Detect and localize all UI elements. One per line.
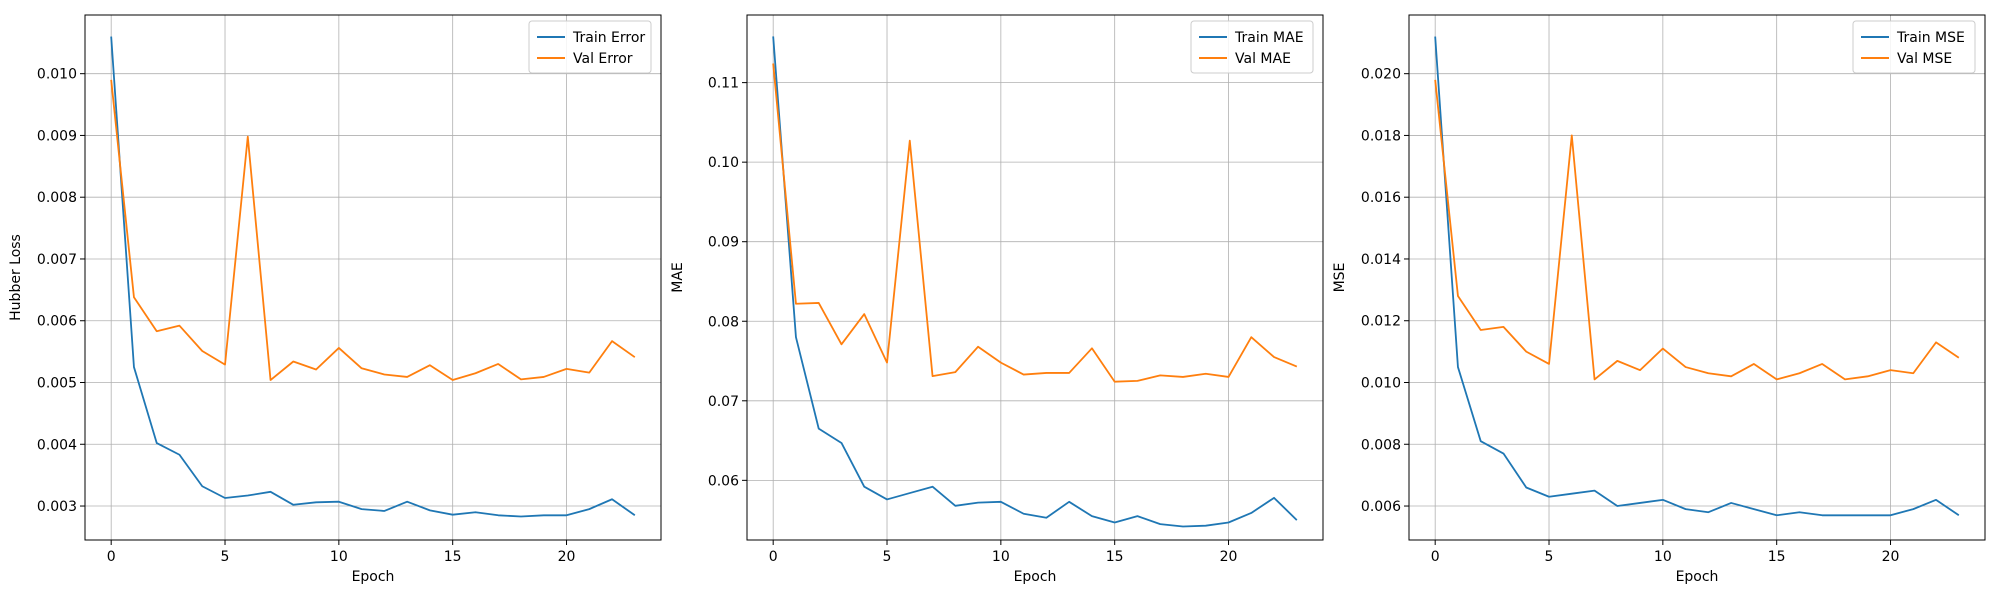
y-tick-label: 0.11 [708, 76, 739, 92]
x-tick-label: 5 [221, 549, 230, 565]
series-line-train-mae [772, 36, 1298, 528]
x-tick-label: 0 [107, 549, 116, 565]
y-tick-label: 0.008 [1361, 437, 1401, 453]
y-axis-label: Hubber Loss [8, 234, 24, 321]
legend-label: Train MSE [1896, 30, 1965, 46]
y-tick-label: 0.018 [1361, 128, 1401, 144]
y-tick-label: 0.003 [37, 499, 77, 515]
y-tick-label: 0.004 [37, 437, 77, 453]
x-tick-label: 10 [1654, 549, 1672, 565]
y-tick-label: 0.014 [1361, 252, 1401, 268]
legend: Train Error Val Error [528, 20, 652, 74]
x-tick-label: 20 [558, 549, 576, 565]
y-tick-label: 0.10 [708, 155, 739, 171]
y-tick-label: 0.08 [708, 314, 739, 330]
series-line-val-error [110, 79, 636, 381]
legend-label: Val Error [573, 51, 633, 67]
y-tick-label: 0.010 [1361, 376, 1401, 392]
legend: Train MSE Val MSE [1852, 20, 1976, 74]
x-tick-label: 0 [769, 549, 778, 565]
x-tick-label: 10 [992, 549, 1010, 565]
y-tick-label: 0.007 [37, 252, 77, 268]
series-line-val-mae [772, 63, 1298, 383]
y-tick-label: 0.009 [37, 128, 77, 144]
x-tick-label: 20 [1220, 549, 1238, 565]
chart-panel-0: 0 5 10 15 20 0.003 0.004 0.005 0.006 0.007 0.008 0.… [8, 14, 662, 585]
y-tick-label: 0.006 [1361, 499, 1401, 515]
plot-frame [84, 14, 662, 541]
y-tick-label: 0.07 [708, 394, 739, 410]
x-tick-label: 0 [1431, 549, 1440, 565]
series-line-train-error [110, 36, 636, 518]
legend: Train MAE Val MAE [1190, 20, 1314, 74]
x-tick-label: 5 [883, 549, 892, 565]
y-tick-label: 0.09 [708, 235, 739, 251]
legend-label: Train MAE [1234, 30, 1304, 46]
x-tick-label: 15 [444, 549, 462, 565]
legend-label: Val MAE [1235, 51, 1291, 67]
series-line-train-mse [1434, 36, 1960, 517]
y-axis-label: MSE [1332, 263, 1348, 293]
chart-panel-1: 0 5 10 15 20 0.06 0.07 0.08 0.09 0.10 0.11 Epoch MAE… [670, 14, 1324, 585]
y-axis-label: MAE [670, 262, 686, 293]
legend-box [528, 20, 652, 74]
x-tick-label: 5 [1545, 549, 1554, 565]
y-tick-label: 0.010 [37, 67, 77, 83]
y-tick-label: 0.016 [1361, 190, 1401, 206]
x-tick-label: 20 [1882, 549, 1900, 565]
y-tick-label: 0.005 [37, 376, 77, 392]
y-tick-label: 0.020 [1361, 67, 1401, 83]
y-tick-label: 0.012 [1361, 314, 1401, 330]
series-line-val-mse [1434, 79, 1960, 381]
x-axis-label: Epoch [352, 569, 395, 585]
legend-label: Train Error [572, 30, 645, 46]
x-tick-label: 10 [330, 549, 348, 565]
x-tick-label: 15 [1768, 549, 1786, 565]
legend-box [1190, 20, 1314, 74]
plot-frame [1408, 14, 1986, 541]
chart-panel-2: 0 5 10 15 20 0.006 0.008 0.010 0.012 0.014 0.016 0.… [1332, 14, 1986, 585]
legend-label: Val MSE [1897, 51, 1952, 67]
x-tick-label: 15 [1106, 549, 1124, 565]
x-axis-label: Epoch [1676, 569, 1719, 585]
plot-frame [746, 14, 1324, 541]
legend-box [1852, 20, 1976, 74]
y-tick-label: 0.06 [708, 473, 739, 489]
y-tick-label: 0.006 [37, 314, 77, 330]
y-tick-label: 0.008 [37, 190, 77, 206]
x-axis-label: Epoch [1014, 569, 1057, 585]
